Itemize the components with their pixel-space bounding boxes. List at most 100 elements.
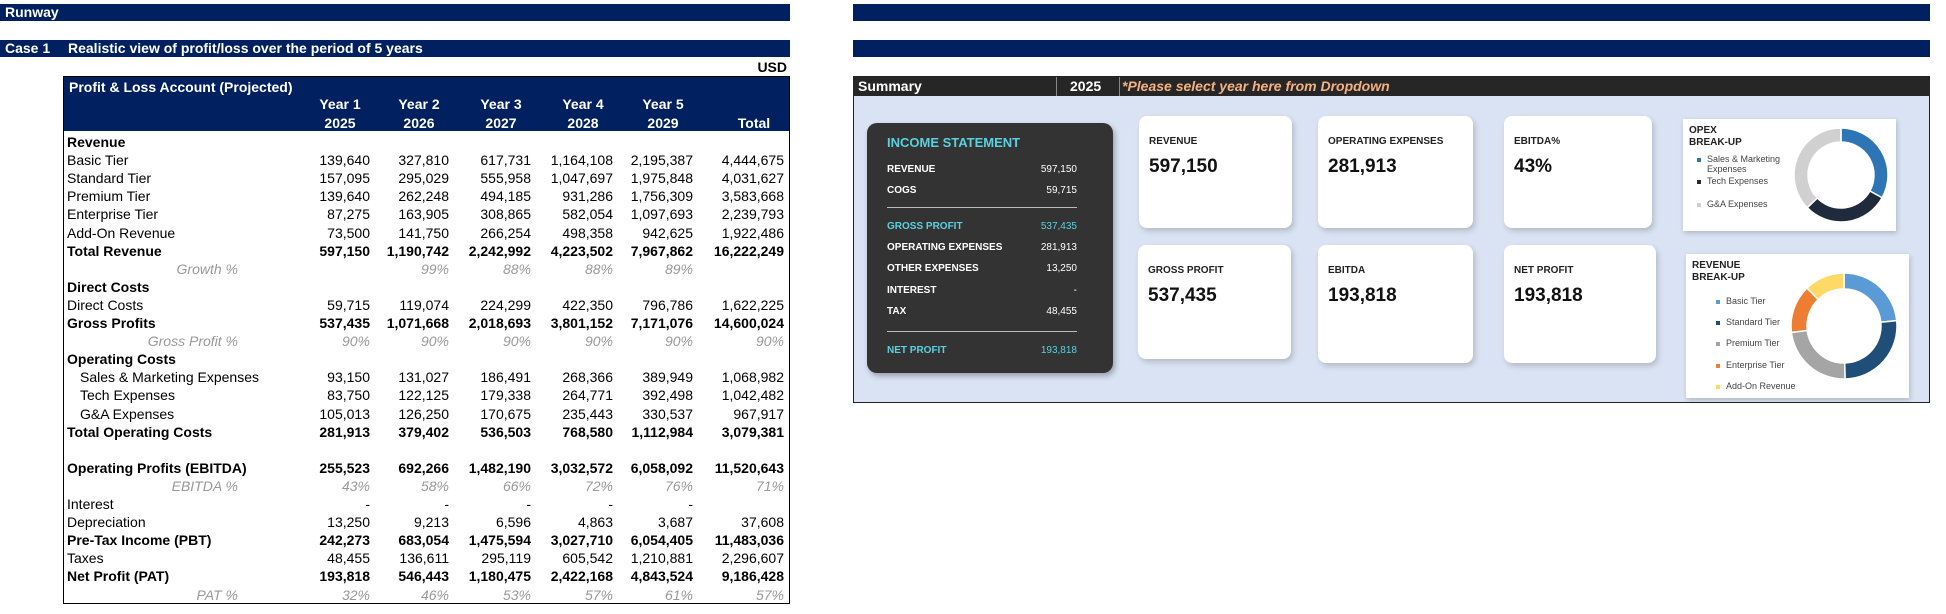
income-label: NET PROFIT — [887, 345, 947, 356]
cell-value: 1,071,668 — [386, 315, 449, 331]
cell-value: 90% — [502, 333, 531, 350]
cell-value: 6,058,092 — [630, 459, 693, 476]
cell-value: 119,074 — [399, 296, 449, 313]
year-cell[interactable] — [1056, 77, 1120, 96]
cell-value: 186,491 — [480, 369, 531, 386]
row-label: G&A Expenses — [80, 405, 175, 422]
table-header — [64, 77, 789, 131]
sheet-title: Runway — [5, 4, 59, 20]
row-label: Add-On Revenue — [67, 224, 176, 241]
legend-label: Premium Tier — [1726, 338, 1780, 348]
income-value: - — [1073, 285, 1077, 296]
currency: USD — [757, 59, 787, 75]
cell-value: 90% — [420, 333, 449, 350]
chart-title: REVENUE BREAK-UP — [1692, 260, 1745, 283]
row-label: Taxes — [67, 550, 104, 567]
cell-value: 931,286 — [562, 188, 613, 205]
cell-value: 295,119 — [481, 550, 531, 567]
cell-value: 2,195,387 — [630, 152, 693, 169]
cell-value: 32% — [341, 586, 370, 603]
cell-value: 546,443 — [398, 568, 449, 585]
cell-value: 597,150 — [319, 242, 370, 259]
title-bar — [0, 4, 790, 21]
cell-value: - — [365, 496, 370, 512]
cell-value: 136,611 — [399, 550, 449, 567]
cell-value: 242,273 — [319, 532, 370, 549]
legend-label: Sales & Marketing Expenses — [1707, 154, 1781, 174]
legend-swatch — [1716, 321, 1720, 325]
donut-segment — [1805, 272, 1845, 301]
row-label: Tech Expenses — [80, 387, 175, 404]
cell-value: 1,975,848 — [630, 170, 693, 187]
cell-value: 105,013 — [319, 405, 370, 422]
cell-value: 224,299 — [480, 296, 531, 313]
cell-value: 1,756,309 — [630, 188, 693, 205]
cell-value: 683,054 — [398, 532, 449, 549]
row-label: Operating Costs — [67, 351, 176, 368]
cell-value: 1,097,693 — [630, 206, 693, 223]
cell-value: - — [444, 496, 449, 512]
cell-value: 76% — [664, 477, 693, 494]
cell-value: 1,622,225 — [721, 296, 784, 313]
donut-segment — [1843, 319, 1898, 380]
legend-swatch — [1716, 364, 1720, 368]
donut-segment — [1840, 127, 1889, 199]
cell-value: 2,422,168 — [550, 568, 613, 585]
cell-value: 126,250 — [398, 405, 449, 422]
kpi-label: EBITDA — [1328, 265, 1366, 276]
cell-value: 43% — [341, 477, 370, 494]
cell-value: 72% — [584, 477, 613, 494]
income-label: OPERATING EXPENSES — [887, 242, 1003, 253]
column-header: Year 5 — [642, 96, 684, 112]
row-label: Revenue — [67, 134, 126, 150]
cell-value: 379,402 — [398, 423, 449, 440]
cell-value: 4,843,524 — [630, 568, 693, 585]
cell-value: 536,503 — [480, 423, 531, 440]
row-label: Operating Profits (EBITDA) — [67, 459, 247, 476]
income-label: OTHER EXPENSES — [887, 263, 979, 274]
cell-value: 1,210,881 — [630, 550, 693, 567]
row-label: Direct Costs — [67, 296, 144, 313]
row-label: Premium Tier — [67, 188, 151, 205]
cell-value: 37,608 — [741, 514, 784, 531]
cell-value: 58% — [420, 477, 449, 494]
cell-value: 605,542 — [562, 550, 613, 567]
row-label: Pre-Tax Income (PBT) — [67, 532, 212, 549]
cell-value: 796,786 — [642, 296, 693, 313]
cell-value: 163,905 — [398, 206, 449, 223]
cell-value: 99% — [420, 260, 449, 277]
cell-value: 141,750 — [398, 224, 449, 241]
row-label: Gross Profit % — [147, 333, 238, 350]
cell-value: 3,027,710 — [550, 532, 613, 549]
cell-value: 1,164,108 — [550, 152, 613, 169]
cell-value: 498,358 — [562, 224, 613, 241]
cell-value: 3,079,381 — [721, 423, 784, 440]
column-year: 2029 — [647, 115, 679, 131]
donut-segment — [1793, 127, 1842, 209]
table-title: Profit & Loss Account (Projected) — [69, 79, 293, 95]
cell-value: 157,095 — [319, 170, 370, 187]
case-bar — [853, 40, 1930, 57]
cell-value: 13,250 — [327, 514, 370, 531]
cell-value: 2,018,693 — [468, 315, 531, 331]
legend-swatch — [1716, 385, 1720, 389]
cell-value: 16,222,249 — [713, 242, 784, 259]
cell-value: 1,180,475 — [468, 568, 531, 585]
cell-value: 83,750 — [327, 387, 370, 404]
cell-value: 1,042,482 — [721, 387, 784, 404]
cell-value: 6,054,405 — [630, 532, 693, 549]
kpi-value: 43% — [1514, 156, 1553, 177]
kpi-card: OPERATING EXPENSES 281,913 — [1318, 116, 1473, 228]
kpi-value: 193,818 — [1328, 285, 1397, 306]
cell-value: 139,640 — [319, 152, 370, 169]
income-value: 48,455 — [1046, 306, 1077, 317]
column-header: Year 3 — [480, 96, 522, 112]
cell-value: 139,640 — [319, 188, 370, 205]
cell-value: 2,239,793 — [721, 206, 784, 223]
cell-value: 389,949 — [642, 369, 693, 386]
year-select[interactable]: 2025 — [1070, 78, 1102, 94]
cell-value: 131,027 — [398, 369, 449, 386]
income-value: 597,150 — [1040, 164, 1077, 175]
cell-value: 179,338 — [480, 387, 531, 404]
cell-value: 537,435 — [319, 315, 370, 331]
